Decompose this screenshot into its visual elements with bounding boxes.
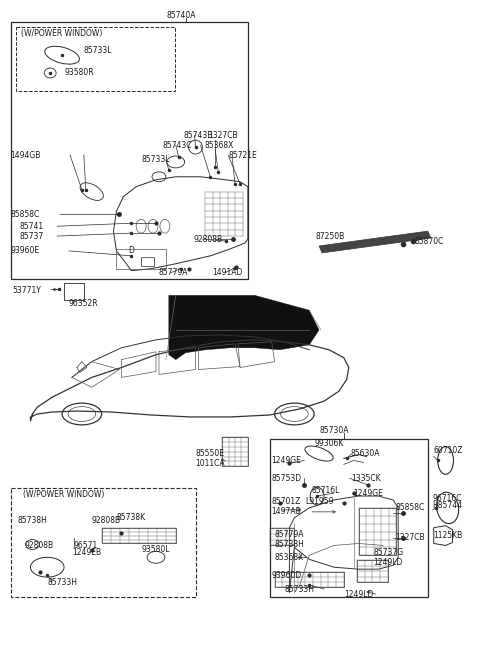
Text: 1249LD: 1249LD [344, 591, 373, 599]
Text: 85368X: 85368X [275, 553, 304, 562]
Text: 1497AB: 1497AB [272, 507, 301, 516]
Text: 1249EB: 1249EB [72, 548, 101, 557]
Text: 85368X: 85368X [204, 141, 234, 150]
Text: 85730A: 85730A [319, 426, 348, 436]
Text: 85738H: 85738H [18, 516, 48, 525]
Text: 96352R: 96352R [68, 299, 97, 307]
Text: 1491AD: 1491AD [212, 268, 243, 277]
Text: 85753D: 85753D [272, 474, 302, 483]
Text: 1011CA: 1011CA [195, 459, 225, 468]
Text: 85733H: 85733H [47, 578, 77, 587]
Text: 85716L: 85716L [311, 486, 339, 495]
Text: 85741: 85741 [20, 221, 44, 231]
Text: 93960D: 93960D [272, 571, 302, 579]
Text: 60710Z: 60710Z [434, 446, 463, 455]
Text: 1327CB: 1327CB [208, 131, 238, 140]
Text: 93580R: 93580R [64, 68, 94, 78]
Text: 85733H: 85733H [285, 585, 314, 595]
Text: 85870C: 85870C [415, 237, 444, 246]
Text: 85743B: 85743B [184, 131, 213, 140]
Text: 92808B: 92808B [92, 516, 121, 525]
Text: 85733L: 85733L [141, 156, 169, 164]
Text: 87250B: 87250B [315, 231, 344, 240]
Text: L91959: L91959 [305, 497, 334, 507]
Polygon shape [169, 296, 319, 359]
Text: 1249GE: 1249GE [272, 456, 301, 465]
Text: 1125KB: 1125KB [433, 531, 462, 540]
Text: 85743C: 85743C [163, 141, 192, 150]
Text: 85779A: 85779A [275, 530, 304, 539]
Text: 85737G: 85737G [373, 548, 404, 557]
Text: 96571: 96571 [74, 541, 98, 550]
Polygon shape [319, 231, 431, 253]
Text: 1335CK: 1335CK [352, 474, 381, 483]
Text: 85858C: 85858C [11, 210, 40, 219]
Text: 96716C: 96716C [433, 493, 462, 503]
Text: 85721E: 85721E [228, 150, 257, 160]
Text: 93960E: 93960E [11, 246, 40, 256]
Text: 85737: 85737 [20, 231, 44, 240]
Text: 85779A: 85779A [159, 268, 189, 277]
Text: H85744: H85744 [433, 501, 463, 510]
Text: 92808B: 92808B [193, 235, 223, 244]
Text: 85550E: 85550E [195, 449, 225, 458]
Text: 1249GE: 1249GE [354, 489, 384, 497]
Text: D: D [128, 246, 134, 256]
Text: 99306K: 99306K [314, 439, 344, 448]
Text: 85738K: 85738K [117, 513, 145, 522]
Text: 1327CB: 1327CB [395, 533, 425, 542]
Text: 85630A: 85630A [351, 449, 380, 458]
Text: 1494GB: 1494GB [11, 150, 41, 160]
Text: (W/POWER WINDOW): (W/POWER WINDOW) [23, 489, 104, 499]
Text: 85733L: 85733L [84, 46, 112, 55]
Text: 1249LD: 1249LD [373, 558, 403, 567]
Text: 85740A: 85740A [167, 11, 196, 20]
Text: 53771Y: 53771Y [12, 286, 42, 295]
Text: 85858C: 85858C [395, 503, 424, 512]
Text: 93580L: 93580L [141, 545, 169, 554]
Text: 92808B: 92808B [24, 541, 54, 550]
Text: (W/POWER WINDOW): (W/POWER WINDOW) [21, 29, 102, 38]
Text: 85701Z: 85701Z [272, 497, 301, 507]
Text: 85738H: 85738H [275, 540, 304, 549]
